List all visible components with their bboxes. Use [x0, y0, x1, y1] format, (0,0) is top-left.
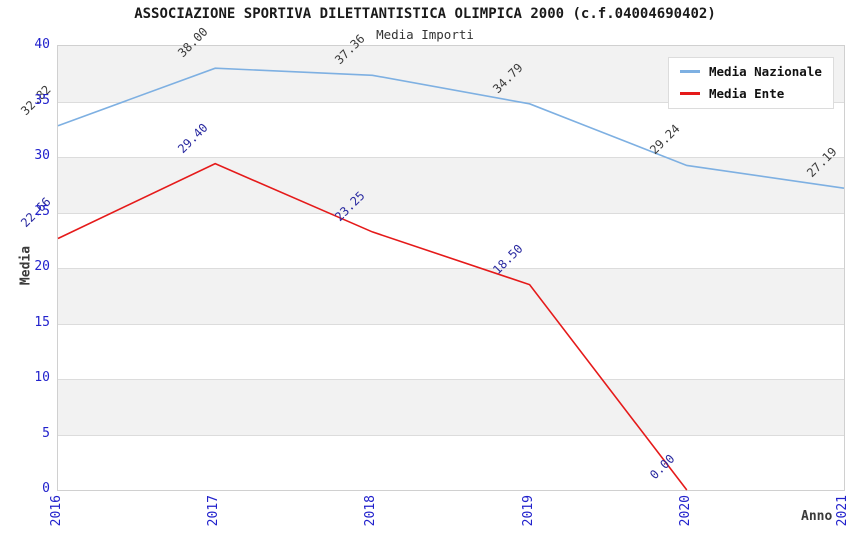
legend-label: Media Ente — [709, 86, 785, 101]
y-tick-label: 0 — [42, 481, 50, 496]
y-tick-label: 40 — [34, 37, 50, 52]
gridline — [58, 212, 844, 214]
legend-item-media-ente: Media Ente — [680, 86, 822, 101]
plot-band — [58, 323, 844, 379]
plot-band — [58, 101, 844, 157]
y-axis-ticks: 0 5 10 15 20 25 30 35 40 — [14, 37, 50, 496]
gridline — [58, 268, 844, 269]
x-tick-label: 2016 — [49, 495, 64, 527]
x-tick-label: 2020 — [677, 495, 693, 527]
y-tick-label: 25 — [34, 203, 50, 219]
y-tick-label: 15 — [34, 314, 50, 330]
plot-band — [58, 268, 844, 324]
gridline — [58, 157, 844, 158]
chart-title: ASSOCIAZIONE SPORTIVA DILETTANTISTICA OL… — [134, 6, 716, 22]
x-tick-label: 2017 — [206, 495, 222, 527]
series-line-media-nazionale — [57, 67, 845, 189]
gridline — [58, 434, 844, 436]
x-axis-label: Anno — [801, 509, 833, 524]
gridline — [58, 101, 844, 103]
legend: Media Nazionale Media Ente — [668, 57, 834, 109]
series-lines — [57, 67, 845, 491]
y-tick-label: 5 — [42, 425, 50, 441]
y-tick-label: 10 — [34, 370, 50, 385]
gridline — [58, 379, 844, 380]
x-tick-label: 2021 — [835, 495, 850, 527]
series-line-media-ente — [57, 162, 688, 491]
plot-band — [58, 157, 844, 213]
legend-swatch — [680, 70, 700, 73]
y-tick-label: 20 — [34, 259, 50, 274]
plot-area: 32.82 38.00 37.36 34.79 29.24 27.19 22.66 29.40… — [18, 25, 845, 491]
legend-swatch — [680, 92, 700, 95]
x-tick-label: 2018 — [363, 495, 379, 527]
x-tick-label: 2019 — [520, 495, 536, 527]
legend-label: Media Nazionale — [709, 64, 822, 79]
chart-subtitle: Media Importi — [376, 27, 474, 42]
y-tick-label: 35 — [34, 92, 50, 108]
legend-item-media-nazionale: Media Nazionale — [680, 64, 822, 79]
y-tick-label: 30 — [34, 148, 50, 163]
plot-band — [58, 379, 844, 435]
gridline — [58, 323, 844, 325]
plot-band — [58, 434, 844, 490]
x-axis-ticks: 2016 2017 2018 2019 2020 2021 — [49, 491, 850, 546]
